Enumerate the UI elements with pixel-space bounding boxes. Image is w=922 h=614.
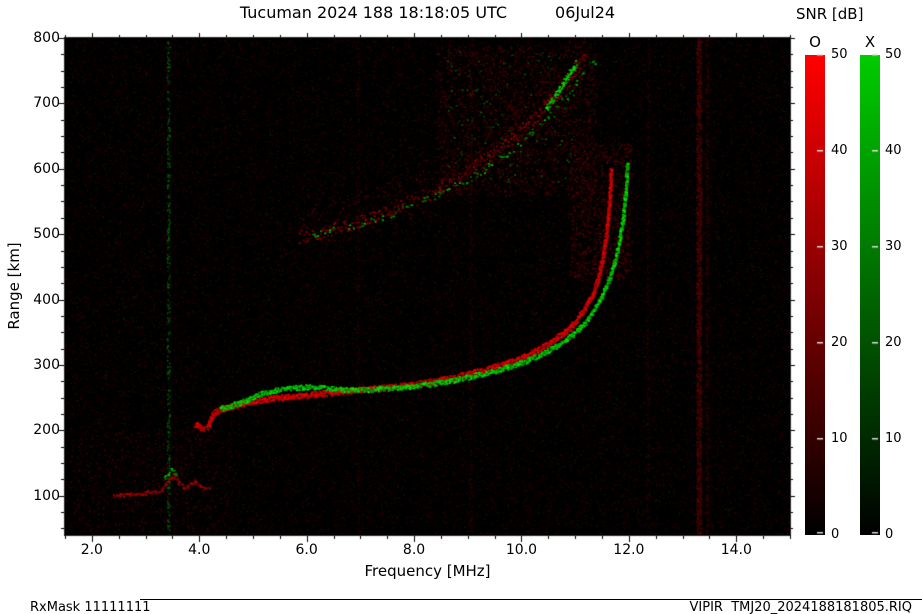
colorbar-tick-label: 30 <box>831 239 848 254</box>
x-tick-label: 4.0 <box>188 542 211 558</box>
colorbar-tick-label: 50 <box>831 47 848 62</box>
y-tick-label: 400 <box>33 291 60 308</box>
rxmask-label: RxMask 11111111 <box>30 600 151 614</box>
colorbar-tick-label: 20 <box>831 335 848 350</box>
x-tick-label: 10.0 <box>505 542 538 558</box>
colorbar-x-mode-label: X <box>864 33 876 51</box>
x-tick-label: 12.0 <box>613 542 645 558</box>
y-tick-label: 200 <box>33 422 60 439</box>
y-tick-label: 600 <box>33 160 60 177</box>
y-tick-label: 800 <box>33 30 60 46</box>
x-tick-label: 6.0 <box>295 542 318 558</box>
colorbar-tick-label: 40 <box>885 143 902 158</box>
plot-title: Tucuman 2024 188 18:18:05 UTC 06Jul24 <box>65 3 790 22</box>
colorbar-tick-label: 50 <box>885 47 902 62</box>
colorbar-title: SNR [dB] <box>796 5 864 23</box>
x-tick-label: 14.0 <box>720 542 752 558</box>
colorbar-o-mode-label: O <box>809 33 821 51</box>
x-tick-label: 8.0 <box>402 542 426 558</box>
colorbar-tick-label: 10 <box>831 431 848 446</box>
colorbar-o-gradient <box>805 55 825 535</box>
file-reference-label: VIPIR TMJ20_2024188181805.RIQ <box>689 600 913 614</box>
colorbar-tick-label: 20 <box>885 335 902 350</box>
colorbar-tick-label: 0 <box>885 527 894 542</box>
y-tick-label: 100 <box>33 487 60 504</box>
colorbar-tick-label: 10 <box>885 431 902 446</box>
y-tick-label: 500 <box>33 226 60 243</box>
x-tick-label: 2.0 <box>80 542 103 558</box>
colorbar-tick-label: 0 <box>831 527 840 542</box>
colorbar-tick-label: 30 <box>885 239 902 254</box>
colorbar-tick-label: 40 <box>831 143 848 158</box>
title-station-time: Tucuman 2024 188 18:18:05 UTC <box>239 3 508 22</box>
y-tick-label: 300 <box>33 356 60 373</box>
y-tick-label: 700 <box>33 95 60 112</box>
ionogram-plot-canvas <box>65 38 790 535</box>
colorbar-x-gradient <box>860 55 880 535</box>
title-date: 06Jul24 <box>555 3 616 22</box>
x-axis-label: Frequency [MHz] <box>364 562 491 580</box>
